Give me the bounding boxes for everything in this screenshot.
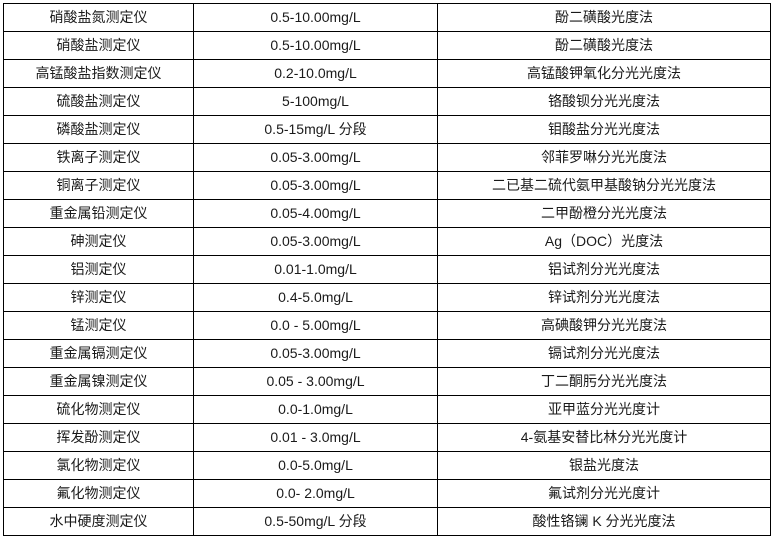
instrument-cell: 高锰酸盐指数测定仪 bbox=[3, 59, 194, 88]
range-cell: 5-100mg/L bbox=[193, 87, 438, 116]
method-cell: 钼酸盐分光光度法 bbox=[437, 115, 771, 144]
instrument-spec-table-container: 硝酸盐氮测定仪 0.5-10.00mg/L 酚二磺酸光度法 硝酸盐测定仪 0.5-10.… bbox=[3, 3, 771, 536]
table-row: 砷测定仪 0.05-3.00mg/L Ag（DOC）光度法 bbox=[3, 227, 771, 256]
instrument-cell: 硫酸盐测定仪 bbox=[3, 87, 194, 116]
table-row: 氯化物测定仪 0.0-5.0mg/L 银盐光度法 bbox=[3, 451, 771, 480]
instrument-table-body: 硝酸盐氮测定仪 0.5-10.00mg/L 酚二磺酸光度法 硝酸盐测定仪 0.5-10.… bbox=[3, 3, 771, 536]
method-cell: 4-氨基安替比林分光光度计 bbox=[437, 423, 771, 452]
method-cell: 酚二磺酸光度法 bbox=[437, 31, 771, 60]
instrument-cell: 重金属铅测定仪 bbox=[3, 199, 194, 228]
range-cell: 0.5-15mg/L 分段 bbox=[193, 115, 438, 144]
range-cell: 0.0- 2.0mg/L bbox=[193, 479, 438, 508]
table-row: 氟化物测定仪 0.0- 2.0mg/L 氟试剂分光光度计 bbox=[3, 479, 771, 508]
instrument-cell: 锰测定仪 bbox=[3, 311, 194, 340]
table-row: 铁离子测定仪 0.05-3.00mg/L 邻菲罗啉分光光度法 bbox=[3, 143, 771, 172]
method-cell: 二甲酚橙分光光度法 bbox=[437, 199, 771, 228]
range-cell: 0.5-50mg/L 分段 bbox=[193, 507, 438, 536]
method-cell: 氟试剂分光光度计 bbox=[437, 479, 771, 508]
table-row: 硝酸盐氮测定仪 0.5-10.00mg/L 酚二磺酸光度法 bbox=[3, 3, 771, 32]
table-row: 水中硬度测定仪 0.5-50mg/L 分段 酸性铬镧 K 分光光度法 bbox=[3, 507, 771, 536]
range-cell: 0.05-4.00mg/L bbox=[193, 199, 438, 228]
method-cell: 丁二酮肟分光光度法 bbox=[437, 367, 771, 396]
instrument-cell: 铜离子测定仪 bbox=[3, 171, 194, 200]
range-cell: 0.05 - 3.00mg/L bbox=[193, 367, 438, 396]
instrument-cell: 水中硬度测定仪 bbox=[3, 507, 194, 536]
table-row: 高锰酸盐指数测定仪 0.2-10.0mg/L 高锰酸钾氧化分光光度法 bbox=[3, 59, 771, 88]
range-cell: 0.0 - 5.00mg/L bbox=[193, 311, 438, 340]
instrument-cell: 氯化物测定仪 bbox=[3, 451, 194, 480]
instrument-cell: 硝酸盐氮测定仪 bbox=[3, 3, 194, 32]
range-cell: 0.5-10.00mg/L bbox=[193, 31, 438, 60]
range-cell: 0.01 - 3.0mg/L bbox=[193, 423, 438, 452]
table-row: 锰测定仪 0.0 - 5.00mg/L 高碘酸钾分光光度法 bbox=[3, 311, 771, 340]
table-row: 锌测定仪 0.4-5.0mg/L 锌试剂分光光度法 bbox=[3, 283, 771, 312]
instrument-cell: 重金属镉测定仪 bbox=[3, 339, 194, 368]
table-row: 挥发酚测定仪 0.01 - 3.0mg/L 4-氨基安替比林分光光度计 bbox=[3, 423, 771, 452]
method-cell: 酚二磺酸光度法 bbox=[437, 3, 771, 32]
table-row: 重金属镉测定仪 0.05-3.00mg/L 镉试剂分光光度法 bbox=[3, 339, 771, 368]
instrument-cell: 硫化物测定仪 bbox=[3, 395, 194, 424]
range-cell: 0.05-3.00mg/L bbox=[193, 227, 438, 256]
table-row: 铜离子测定仪 0.05-3.00mg/L 二已基二硫代氨甲基酸钠分光光度法 bbox=[3, 171, 771, 200]
instrument-cell: 氟化物测定仪 bbox=[3, 479, 194, 508]
table-row: 重金属镍测定仪 0.05 - 3.00mg/L 丁二酮肟分光光度法 bbox=[3, 367, 771, 396]
table-row: 铝测定仪 0.01-1.0mg/L 铝试剂分光光度法 bbox=[3, 255, 771, 284]
instrument-cell: 铝测定仪 bbox=[3, 255, 194, 284]
instrument-cell: 锌测定仪 bbox=[3, 283, 194, 312]
method-cell: 锌试剂分光光度法 bbox=[437, 283, 771, 312]
method-cell: 铝试剂分光光度法 bbox=[437, 255, 771, 284]
method-cell: 高碘酸钾分光光度法 bbox=[437, 311, 771, 340]
table-row: 硝酸盐测定仪 0.5-10.00mg/L 酚二磺酸光度法 bbox=[3, 31, 771, 60]
range-cell: 0.4-5.0mg/L bbox=[193, 283, 438, 312]
range-cell: 0.01-1.0mg/L bbox=[193, 255, 438, 284]
range-cell: 0.5-10.00mg/L bbox=[193, 3, 438, 32]
method-cell: 银盐光度法 bbox=[437, 451, 771, 480]
table-row: 硫酸盐测定仪 5-100mg/L 铬酸钡分光光度法 bbox=[3, 87, 771, 116]
range-cell: 0.0-5.0mg/L bbox=[193, 451, 438, 480]
method-cell: 镉试剂分光光度法 bbox=[437, 339, 771, 368]
instrument-cell: 磷酸盐测定仪 bbox=[3, 115, 194, 144]
range-cell: 0.2-10.0mg/L bbox=[193, 59, 438, 88]
instrument-cell: 硝酸盐测定仪 bbox=[3, 31, 194, 60]
method-cell: 二已基二硫代氨甲基酸钠分光光度法 bbox=[437, 171, 771, 200]
instrument-spec-table: 硝酸盐氮测定仪 0.5-10.00mg/L 酚二磺酸光度法 硝酸盐测定仪 0.5-10.… bbox=[3, 3, 771, 536]
range-cell: 0.0-1.0mg/L bbox=[193, 395, 438, 424]
table-row: 磷酸盐测定仪 0.5-15mg/L 分段 钼酸盐分光光度法 bbox=[3, 115, 771, 144]
range-cell: 0.05-3.00mg/L bbox=[193, 143, 438, 172]
instrument-cell: 铁离子测定仪 bbox=[3, 143, 194, 172]
method-cell: 高锰酸钾氧化分光光度法 bbox=[437, 59, 771, 88]
method-cell: Ag（DOC）光度法 bbox=[437, 227, 771, 256]
range-cell: 0.05-3.00mg/L bbox=[193, 171, 438, 200]
method-cell: 铬酸钡分光光度法 bbox=[437, 87, 771, 116]
table-row: 重金属铅测定仪 0.05-4.00mg/L 二甲酚橙分光光度法 bbox=[3, 199, 771, 228]
method-cell: 亚甲蓝分光光度计 bbox=[437, 395, 771, 424]
method-cell: 酸性铬镧 K 分光光度法 bbox=[437, 507, 771, 536]
instrument-cell: 砷测定仪 bbox=[3, 227, 194, 256]
instrument-cell: 重金属镍测定仪 bbox=[3, 367, 194, 396]
table-row: 硫化物测定仪 0.0-1.0mg/L 亚甲蓝分光光度计 bbox=[3, 395, 771, 424]
method-cell: 邻菲罗啉分光光度法 bbox=[437, 143, 771, 172]
instrument-cell: 挥发酚测定仪 bbox=[3, 423, 194, 452]
range-cell: 0.05-3.00mg/L bbox=[193, 339, 438, 368]
